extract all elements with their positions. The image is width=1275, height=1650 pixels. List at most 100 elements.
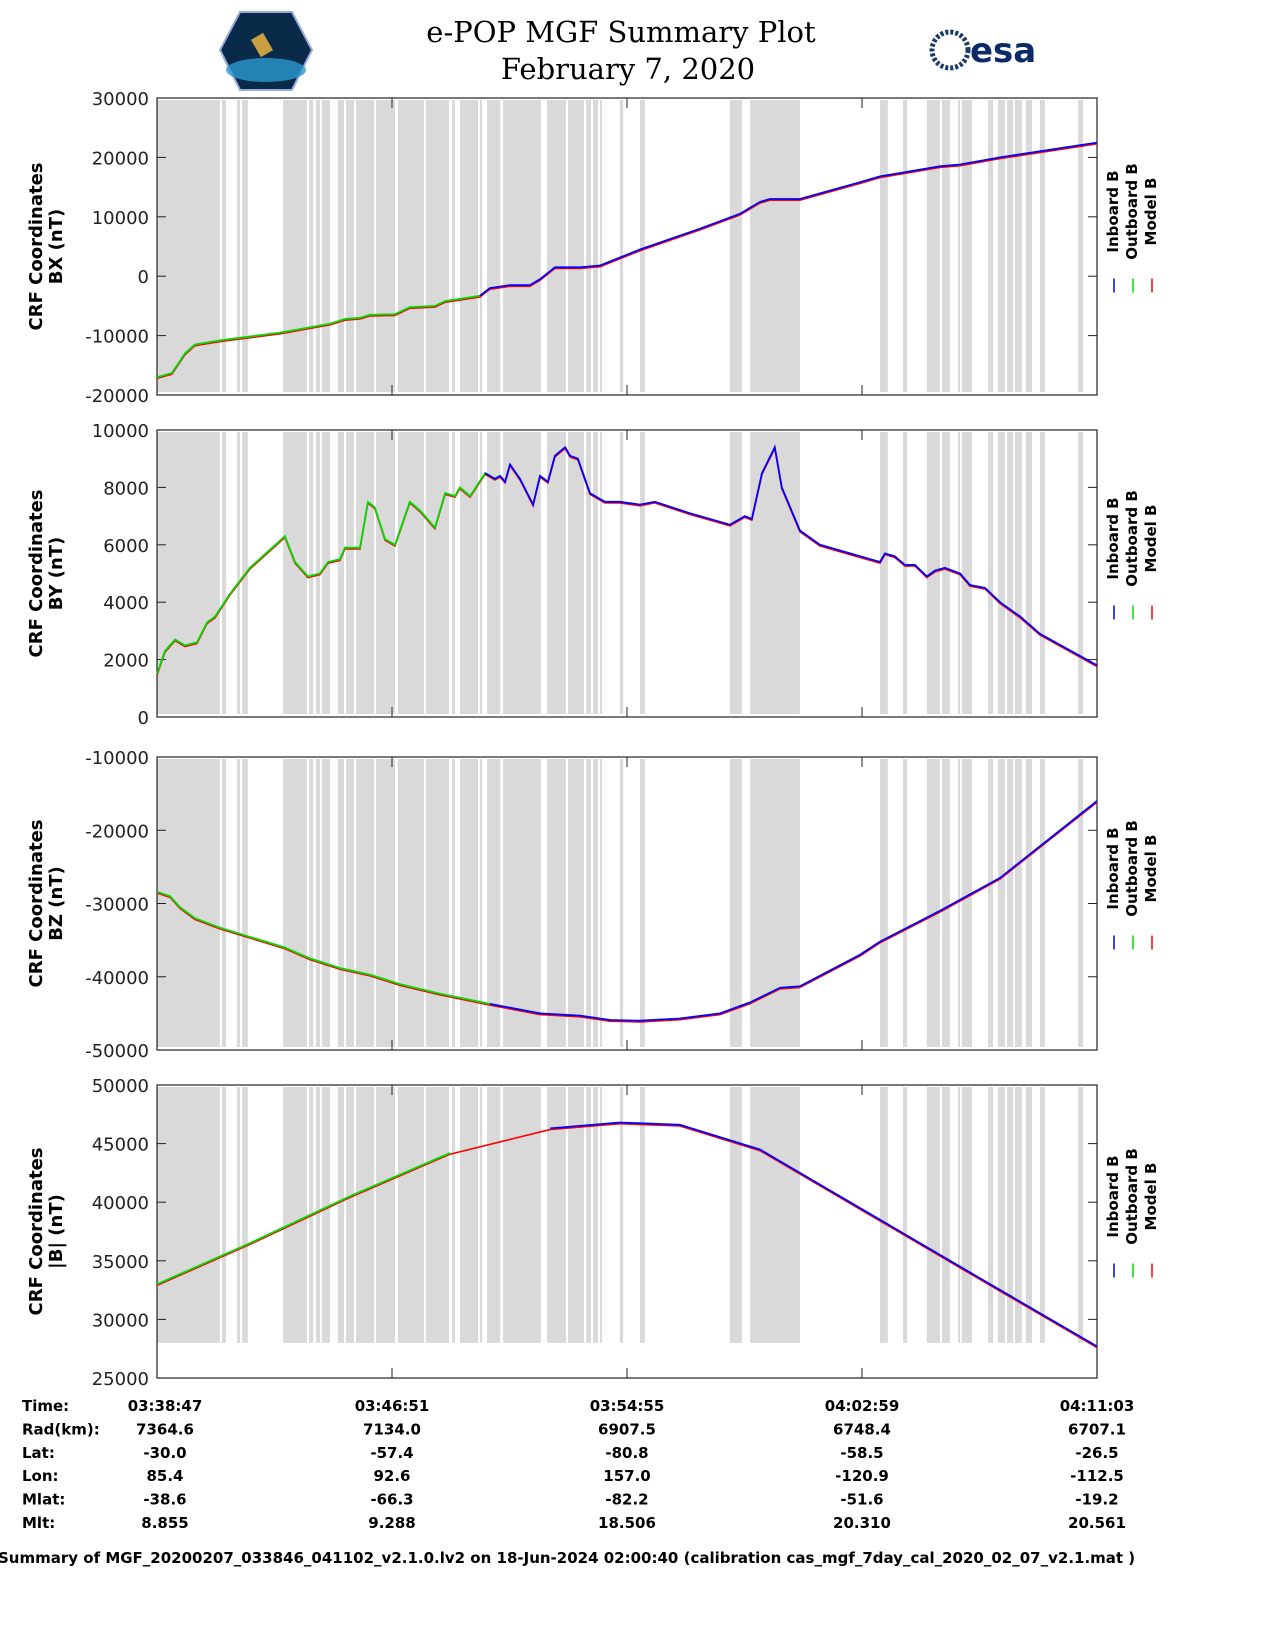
- gap-band: [1078, 432, 1084, 714]
- legend-label: Inboard B: [1104, 170, 1122, 252]
- gap-band: [1014, 759, 1022, 1047]
- row-value: 85.4: [146, 1467, 183, 1485]
- gap-band: [586, 1087, 592, 1343]
- inboard-b-line: [479, 141, 1098, 297]
- gap-band: [397, 432, 425, 714]
- gap-band: [1025, 1087, 1033, 1343]
- gap-band: [729, 432, 742, 714]
- gap-band: [586, 100, 592, 392]
- inboard-b-line: [549, 1121, 1098, 1348]
- gap-band: [1006, 1087, 1014, 1343]
- gap-band: [480, 100, 483, 392]
- y-tick-label: -20000: [85, 821, 149, 842]
- gap-band: [242, 1087, 248, 1343]
- model-b-line: [156, 801, 1098, 1023]
- row-value: -57.4: [370, 1444, 413, 1462]
- gap-band: [600, 100, 603, 392]
- legend-label: Model B: [1142, 178, 1160, 246]
- y-axis-label: |B| (nT): [46, 1194, 67, 1269]
- gap-band: [586, 759, 592, 1047]
- row-value: -58.5: [840, 1444, 883, 1462]
- gap-band: [487, 759, 501, 1047]
- gap-band: [459, 432, 479, 714]
- y-tick-label: 0: [138, 708, 149, 729]
- gap-band: [237, 432, 241, 714]
- y-tick-label: 20000: [92, 148, 149, 169]
- gap-band: [547, 1087, 566, 1343]
- outboard-b-line: [156, 890, 491, 1005]
- gap-band: [1014, 1087, 1022, 1343]
- gap-band: [480, 759, 483, 1047]
- gap-band: [337, 432, 345, 714]
- gap-band: [355, 100, 375, 392]
- row-value: 03:38:47: [128, 1397, 203, 1415]
- row-value: -120.9: [835, 1467, 889, 1485]
- gap-band: [600, 759, 603, 1047]
- row-value: 157.0: [603, 1467, 650, 1485]
- legend: Inboard B Outboard B Model B: [1104, 820, 1160, 950]
- gap-band: [942, 759, 950, 1047]
- row-value: 7134.0: [363, 1420, 421, 1438]
- gap-band: [961, 759, 973, 1047]
- gap-band: [729, 759, 742, 1047]
- gap-band: [547, 100, 566, 392]
- gap-band: [452, 759, 455, 1047]
- gap-band: [321, 432, 331, 714]
- gap-band: [452, 432, 455, 714]
- plot-date: February 7, 2020: [501, 52, 755, 86]
- cassiope-logo: [218, 11, 314, 91]
- y-tick-label: 0: [138, 267, 149, 288]
- gap-band: [376, 1087, 395, 1343]
- gap-band: [221, 100, 227, 392]
- legend-label: Outboard B: [1123, 820, 1141, 917]
- gap-band: [316, 100, 321, 392]
- gap-band: [355, 759, 375, 1047]
- y-axis-label: BX (nT): [46, 209, 67, 284]
- gap-band: [600, 432, 603, 714]
- gap-band: [459, 100, 479, 392]
- gap-band: [997, 432, 1005, 714]
- gap-band: [221, 759, 227, 1047]
- gap-band: [568, 759, 585, 1047]
- gap-band: [593, 1087, 599, 1343]
- legend-label: Outboard B: [1123, 1148, 1141, 1245]
- row-value: 7364.6: [136, 1420, 194, 1438]
- row-value: 6707.1: [1068, 1420, 1126, 1438]
- gap-band: [729, 100, 742, 392]
- y-tick-label: 4000: [103, 593, 149, 614]
- y-tick-label: -40000: [85, 968, 149, 989]
- y-tick-label: 45000: [92, 1135, 149, 1156]
- outboard-b-line: [156, 287, 491, 379]
- gap-band: [961, 1087, 973, 1343]
- y-tick-label: 10000: [92, 208, 149, 229]
- gap-band: [221, 432, 227, 714]
- gap-band: [902, 759, 908, 1047]
- gap-band: [750, 759, 800, 1047]
- gap-band: [459, 1087, 479, 1343]
- gap-band: [242, 759, 248, 1047]
- gap-band: [988, 1087, 994, 1343]
- gap-band: [879, 100, 888, 392]
- row-value: -51.6: [840, 1491, 883, 1509]
- gap-band: [376, 432, 395, 714]
- gap-band: [487, 100, 501, 392]
- gap-band: [902, 100, 908, 392]
- gap-band: [1039, 1087, 1045, 1343]
- gap-band: [639, 759, 645, 1047]
- row-value: -26.5: [1075, 1444, 1118, 1462]
- gap-band: [480, 432, 483, 714]
- legend-label: Outboard B: [1123, 163, 1141, 260]
- ephemeris-row: Rad(km): 7364.6 7134.0 6907.5 6748.4 6707.1: [22, 1420, 1126, 1438]
- gap-band: [480, 1087, 483, 1343]
- row-label: Lat:: [22, 1444, 55, 1462]
- gap-band: [503, 759, 541, 1047]
- gap-band: [750, 100, 800, 392]
- gap-band: [619, 759, 624, 1047]
- gap-band: [346, 432, 354, 714]
- gap-band: [425, 759, 449, 1047]
- legend: Inboard B Outboard B Model B: [1104, 490, 1160, 620]
- gap-band: [568, 1087, 585, 1343]
- gap-band: [619, 432, 624, 714]
